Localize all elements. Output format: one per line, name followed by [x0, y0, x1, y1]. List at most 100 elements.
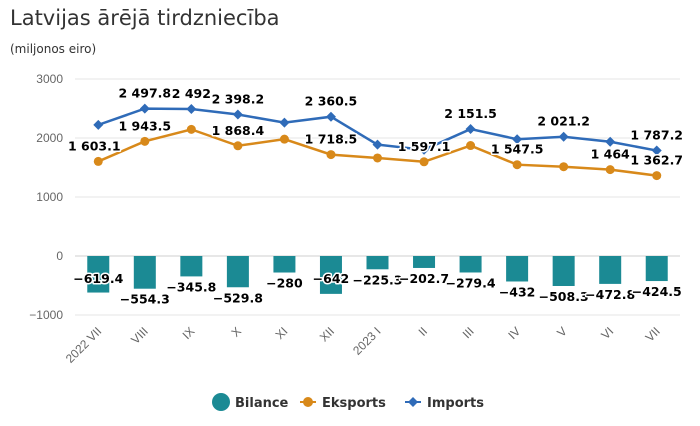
bilance-data-label: −345.8	[166, 279, 216, 294]
x-tick-label: XI	[273, 324, 291, 342]
eksports-point	[279, 134, 289, 144]
eksports-point	[373, 153, 382, 163]
imports-data-label: 2 492	[172, 86, 211, 101]
y-axis: 3000 2000 1000 0 −1000	[29, 72, 63, 322]
legend-label: Eksports	[322, 396, 386, 411]
eksports-point	[559, 162, 569, 172]
eksports-point	[186, 124, 196, 134]
imports-point	[558, 131, 569, 142]
bilance-data-label: −280	[266, 276, 303, 291]
bilance-data-label: −472.8	[585, 287, 635, 302]
eksports-data-label: 1 597.1	[398, 139, 451, 154]
eksports-point	[140, 136, 150, 146]
imports-point	[232, 109, 243, 120]
bilance-data-label: −225.3	[352, 272, 402, 287]
eksports-point	[233, 141, 243, 151]
x-tick-label: V	[554, 324, 570, 340]
imports-data-label: 2 151.5	[444, 106, 497, 121]
imports-data-label: 2 021.2	[537, 114, 590, 129]
imports-point	[605, 136, 616, 147]
series-lines	[93, 103, 662, 181]
legend-label: Bilance	[235, 396, 289, 411]
legend-label: Imports	[427, 396, 484, 411]
bilance-data-label: −508.3	[539, 289, 589, 304]
eksports-data-label: 1 943.5	[119, 118, 172, 133]
imports-point	[139, 103, 150, 114]
chart-title: Latvijas ārējā tirdzniecība	[10, 6, 280, 30]
bilance-bar	[180, 256, 203, 277]
bilance-bar	[319, 256, 342, 294]
eksports-line	[97, 128, 657, 177]
x-tick-label: III	[460, 324, 477, 341]
imports-data-label: 2 398.2	[212, 92, 265, 107]
imports-point	[651, 145, 662, 156]
bilance-bars	[87, 256, 668, 294]
imports-point	[419, 144, 430, 155]
y-tick-label: 0	[56, 249, 63, 263]
eksports-data-label: 1 603.1	[68, 138, 121, 153]
imports-point	[279, 117, 290, 128]
bilance-bar	[459, 256, 482, 273]
y-tick-label: 3000	[36, 72, 63, 86]
x-tick-label: XII	[317, 324, 337, 344]
eksports-point	[326, 150, 336, 160]
imports-data-label: 1 787.2	[630, 128, 683, 143]
legend-imports[interactable]: Imports	[405, 396, 484, 411]
data-labels: 2 497.8 2 492 2 398.2 2 360.5 2 151.5 2 021.2…	[66, 84, 684, 308]
bilance-bar	[87, 256, 110, 293]
legend-eksports[interactable]: Eksports	[300, 396, 386, 411]
eksports-point	[605, 165, 615, 175]
bilance-bar	[366, 256, 389, 270]
x-tick-label: IV	[505, 324, 523, 342]
imports-data-label: 2 497.8	[119, 86, 172, 101]
eksports-data-label: 1 547.5	[491, 142, 544, 157]
legend-bilance[interactable]: Bilance	[212, 393, 289, 411]
x-axis: 2022 VII VIII IX X XI XII 2023 I II III IV V VI VII	[63, 324, 663, 366]
eksports-data-label: 1 362.7	[630, 153, 683, 168]
eksports-data-label: 1 464	[591, 147, 630, 162]
bilance-bar	[645, 256, 668, 282]
imports-point	[186, 103, 197, 114]
bilance-bar	[226, 256, 249, 288]
eksports-point	[512, 160, 522, 170]
y-tick-label: 2000	[36, 131, 63, 145]
bilance-bar	[599, 256, 622, 284]
imports-point	[372, 139, 383, 150]
y-tick-label: −1000	[29, 308, 63, 322]
x-tick-label: VI	[598, 324, 616, 342]
bilance-bar	[413, 256, 436, 268]
chart-subtitle: (miljonos eiro)	[10, 42, 97, 56]
bilance-bar	[506, 256, 529, 282]
legend-symbol	[303, 397, 313, 407]
x-tick-label: II	[416, 324, 431, 339]
bilance-data-label: −424.5	[632, 284, 682, 299]
x-tick-label: IX	[180, 324, 198, 342]
bilance-data-label: −642	[313, 271, 350, 286]
eksports-point	[466, 141, 476, 151]
bilance-data-label: −279.4	[446, 275, 496, 290]
bilance-data-label: −202.7	[399, 271, 449, 286]
bilance-data-label: −432	[499, 284, 536, 299]
bilance-bar	[133, 256, 156, 289]
y-tick-label: 1000	[36, 190, 63, 204]
imports-point	[465, 124, 476, 135]
bilance-data-label: −529.8	[213, 290, 263, 305]
bilance-bar	[273, 256, 296, 273]
bilance-bar	[552, 256, 575, 286]
x-tick-label: VII	[643, 324, 663, 344]
x-tick-label: VIII	[128, 324, 151, 347]
imports-point	[512, 134, 523, 145]
eksports-point	[419, 157, 429, 167]
imports-point	[93, 119, 104, 130]
eksports-point	[652, 171, 662, 181]
imports-data-label: 2 360.5	[305, 94, 358, 109]
bilance-data-label: −554.3	[120, 292, 170, 307]
x-tick-label: 2023 I	[350, 324, 383, 357]
legend-symbol	[212, 393, 230, 411]
legend[interactable]: Bilance Eksports Imports	[212, 393, 484, 411]
eksports-point	[93, 156, 103, 166]
legend-symbol	[408, 397, 418, 407]
bilance-data-label: −619.4	[73, 271, 123, 286]
x-tick-label: X	[228, 324, 244, 340]
